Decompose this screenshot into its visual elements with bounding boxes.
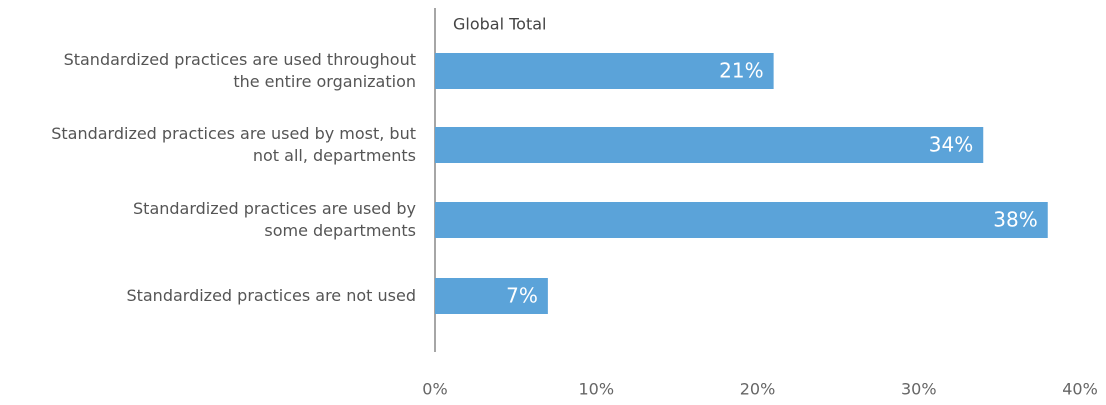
value-label: 38% xyxy=(993,208,1037,232)
bar xyxy=(435,202,1048,238)
x-tick-label: 30% xyxy=(901,380,937,399)
value-label: 34% xyxy=(929,133,973,157)
bar xyxy=(435,278,548,314)
category-label: Standardized practices are not used xyxy=(126,286,416,305)
x-tick-label: 20% xyxy=(740,380,776,399)
category-label: Standardized practices are used througho… xyxy=(63,50,416,91)
bar xyxy=(435,53,774,89)
value-label: 7% xyxy=(506,284,538,308)
category-label: Standardized practices are used by some … xyxy=(133,199,416,240)
bar xyxy=(435,127,984,163)
subtitle: Global Total xyxy=(453,15,547,34)
x-tick-label: 0% xyxy=(422,380,447,399)
category-label: Standardized practices are used by most,… xyxy=(51,124,416,165)
x-tick-label: 40% xyxy=(1062,380,1098,399)
value-label: 21% xyxy=(719,59,763,83)
x-tick-label: 10% xyxy=(578,380,614,399)
